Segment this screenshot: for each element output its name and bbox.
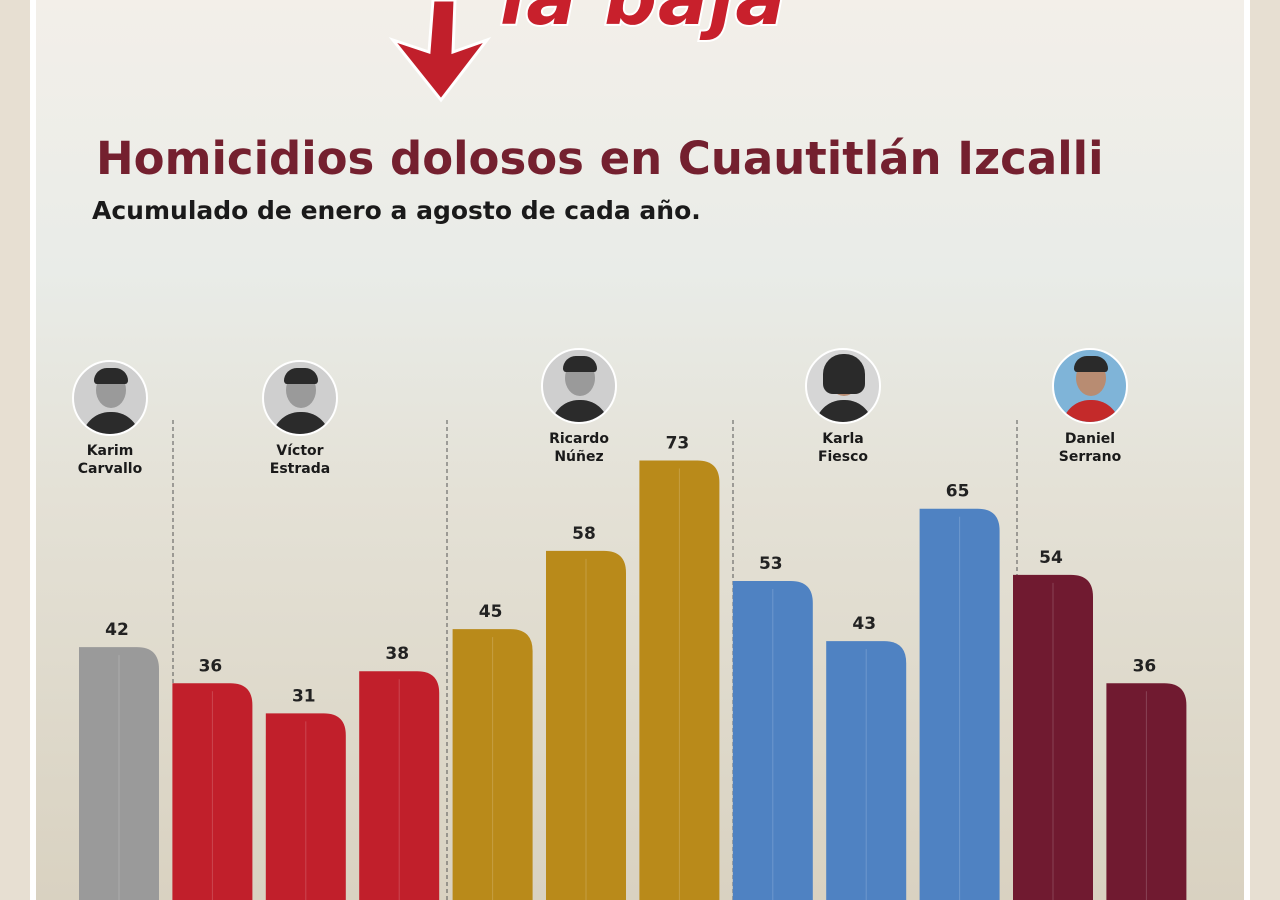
down-arrow-icon	[388, 0, 492, 103]
bar-value-label-7: 73	[666, 434, 690, 454]
bar-value-label-6: 58	[572, 524, 596, 544]
bar-6	[546, 550, 626, 900]
person-last-name: Fiesco	[817, 449, 869, 465]
person-last-name: Carvallo	[77, 461, 143, 477]
chart-title: Homicidios dolosos en Cuautitlán Izcalli	[96, 132, 1104, 185]
daniel-serrano-avatar	[1052, 348, 1128, 424]
person-first-name: Ricardo	[549, 431, 609, 447]
bar-4	[359, 671, 440, 900]
person-first-name: Víctor	[276, 443, 324, 459]
bar-7	[639, 460, 720, 900]
bar-value-label-9: 43	[852, 614, 876, 634]
bar-value-label-8: 53	[759, 554, 783, 574]
bar-10	[919, 508, 1000, 900]
bar-value-label-2: 36	[199, 656, 223, 676]
bar-value-label-1: 42	[105, 620, 129, 640]
bar-9	[826, 641, 907, 900]
person-2: Víctor Estrada	[240, 360, 360, 478]
right-frame-border	[1244, 0, 1250, 900]
bar-1	[79, 647, 159, 900]
chart-subtitle: Acumulado de enero a agosto de cada año.	[92, 196, 701, 225]
bar-5	[452, 629, 533, 900]
bar-2	[172, 683, 253, 900]
victor-estrada-avatar	[262, 360, 338, 436]
person-last-name: Núñez	[554, 449, 604, 465]
karla-fiesco-avatar	[805, 348, 881, 424]
left-side-band	[0, 0, 30, 900]
person-3: Ricardo Núñez	[519, 348, 639, 466]
headline-partial: la baja	[498, 0, 787, 44]
bar-value-label-12: 36	[1133, 656, 1157, 676]
bar-value-label-4: 38	[385, 644, 409, 664]
person-first-name: Karla	[822, 431, 864, 447]
ricardo-nunez-avatar	[541, 348, 617, 424]
bar-11	[1013, 574, 1093, 900]
person-4: Karla Fiesco	[783, 348, 903, 466]
person-last-name: Estrada	[269, 461, 331, 477]
karim-carvallo-avatar	[72, 360, 148, 436]
person-last-name: Serrano	[1058, 449, 1122, 465]
right-side-band	[1250, 0, 1280, 900]
bar-12	[1106, 683, 1187, 900]
bar-8	[732, 580, 813, 900]
bar-value-label-5: 45	[479, 602, 503, 622]
bar-3	[265, 713, 346, 900]
person-first-name: Karim	[86, 443, 134, 459]
bar-value-label-11: 54	[1039, 548, 1063, 568]
bar-value-label-3: 31	[292, 686, 316, 706]
person-1: Karim Carvallo	[50, 360, 170, 478]
person-first-name: Daniel	[1064, 431, 1116, 447]
left-frame-border	[30, 0, 36, 900]
bar-value-label-10: 65	[946, 482, 970, 502]
person-5: Daniel Serrano	[1030, 348, 1150, 466]
